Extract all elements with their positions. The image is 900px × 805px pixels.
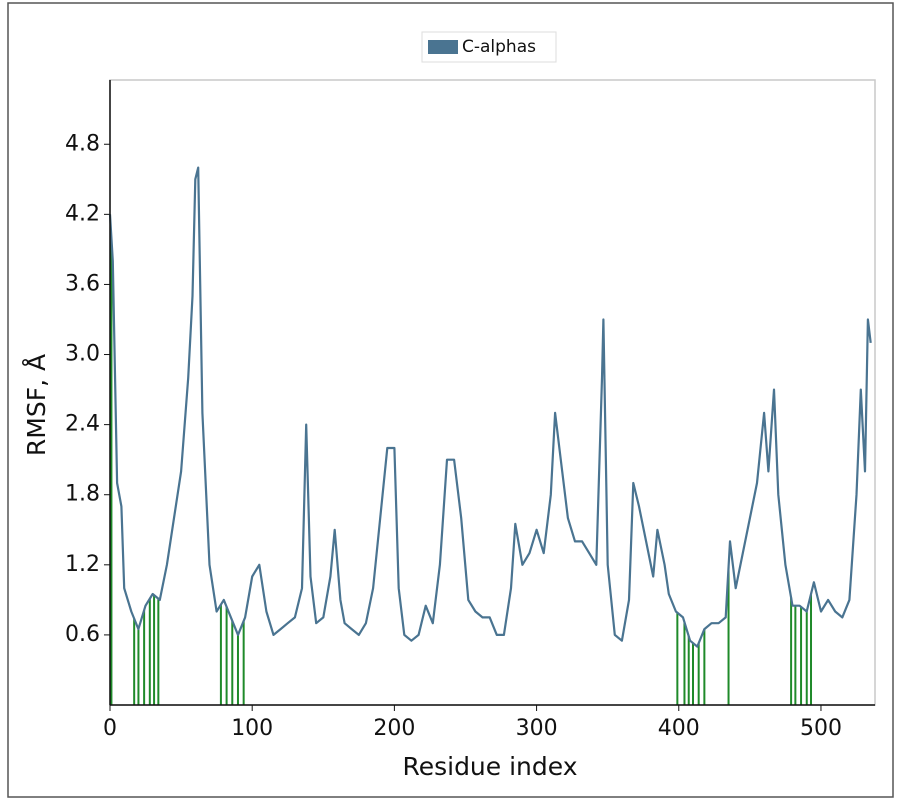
y-tick-label: 4.8 [65,131,100,156]
x-tick-label: 0 [103,716,117,741]
y-axis-label: RMSF, Å [22,354,51,456]
y-tick-label: 3.0 [65,342,100,367]
x-axis-label: Residue index [402,752,577,781]
legend-label: C-alphas [462,37,536,57]
x-tick-label: 300 [516,716,558,741]
frame [7,2,894,798]
y-tick-label: 1.2 [65,552,100,577]
x-tick-label: 200 [373,716,415,741]
x-tick-label: 100 [231,716,273,741]
y-tick-label: 4.2 [65,201,100,226]
rmsf-line [108,166,872,648]
x-tick-label: 500 [800,716,842,741]
y-tick-label: 2.4 [65,412,100,437]
legend-patch [428,40,458,54]
y-tick-label: 1.8 [65,482,100,507]
legend: C-alphas [421,31,557,63]
y-tick-label: 3.6 [65,271,100,296]
x-tick-label: 400 [658,716,700,741]
y-tick-label: 0.6 [65,622,100,647]
plot-box [109,79,876,706]
